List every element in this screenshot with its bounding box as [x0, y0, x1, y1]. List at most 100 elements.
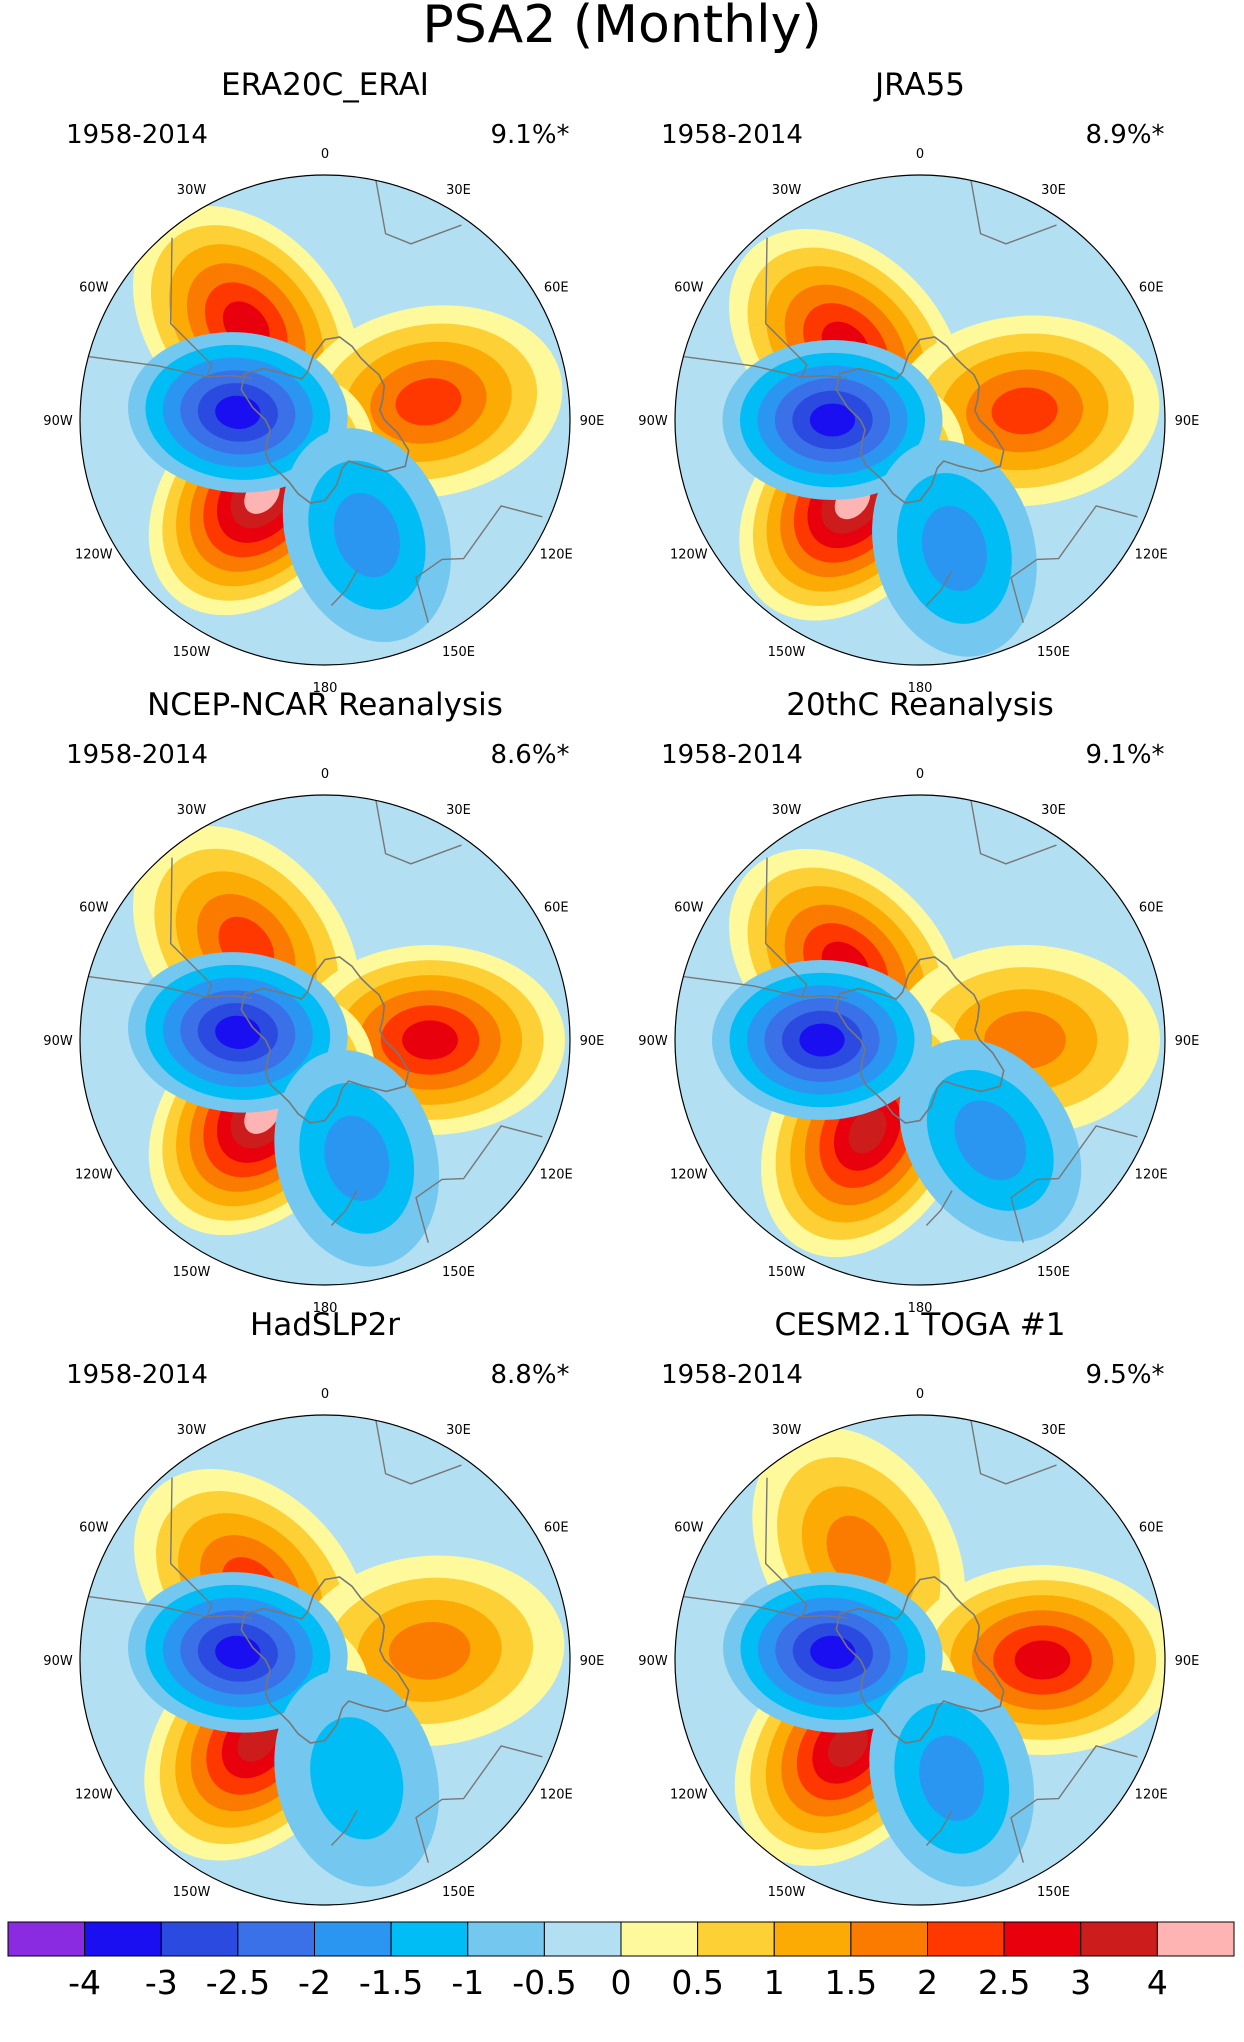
- colorbar-label: 1.5: [825, 1963, 877, 2002]
- map-panel: 0 30E 60E 90E 120E 150E 180 150W 120W 90W 60W 30W 20…: [638, 687, 1199, 1316]
- period-label: 1958-2014: [66, 740, 208, 770]
- longitude-label: 0: [321, 147, 329, 162]
- contour-band: [402, 1020, 458, 1060]
- panel-title: HadSLP2r: [250, 1307, 400, 1343]
- variance-label: 9.1%*: [490, 120, 569, 150]
- contour-field: [80, 1415, 570, 1905]
- longitude-label: 0: [321, 767, 329, 782]
- period-label: 1958-2014: [66, 120, 208, 150]
- longitude-label: 120W: [670, 548, 708, 563]
- period-label: 1958-2014: [661, 1360, 803, 1390]
- australia-coastline: [1010, 505, 1138, 623]
- colorbar-swatch: [697, 1921, 775, 1957]
- colorbar-swatch: [1156, 1921, 1235, 1957]
- map-panel: 030E60E90E120E150E180150W120W90W60W30WCE…: [638, 1307, 1199, 1936]
- africa-coastline: [375, 800, 462, 865]
- low-anomaly: [128, 332, 348, 493]
- longitude-label: 30E: [446, 803, 471, 818]
- colorbar-swatch: [7, 1921, 86, 1957]
- colorbar-label: -2: [298, 1963, 331, 2002]
- new-zealand-coastline: [330, 570, 358, 606]
- colorbar-swatch: [160, 1921, 239, 1957]
- south-america-coastline: [683, 1477, 808, 1618]
- longitude-label: 90W: [43, 1654, 73, 1669]
- longitude-label: 150W: [173, 1885, 211, 1900]
- africa-coastline: [970, 180, 1057, 245]
- panels: 0 30E 60E 90E 120E 150E 180 150W 120W 90W 60W 30W ER…: [43, 67, 1199, 1936]
- new-zealand-coastline: [925, 1190, 953, 1226]
- low-anomaly: [128, 1572, 348, 1733]
- antarctica-coastline: [835, 336, 1005, 504]
- map-panel: 0 30E 60E 90E 120E 150E 180 150W 120W 90W 60W 30W ER…: [43, 67, 604, 696]
- longitude-label: 180: [908, 681, 933, 696]
- longitude-label: 150W: [768, 1265, 806, 1280]
- main-title: PSA2 (Monthly): [422, 0, 821, 55]
- period-label: 1958-2014: [661, 120, 803, 150]
- colorbar-swatch: [773, 1921, 852, 1957]
- contour-band: [921, 505, 987, 592]
- colorbar-swatch: [237, 1921, 316, 1957]
- new-zealand-coastline: [330, 1190, 358, 1226]
- longitude-label: 60E: [1139, 1521, 1164, 1536]
- longitude-label: 60E: [544, 901, 569, 916]
- colorbar-label: 0: [611, 1963, 632, 2002]
- variance-label: 8.6%*: [490, 740, 569, 770]
- low-anomaly: [282, 428, 451, 643]
- map-rim: [674, 174, 1166, 666]
- peninsula-coastline: [801, 374, 848, 379]
- contour-band: [799, 1023, 845, 1057]
- africa-coastline: [375, 180, 462, 245]
- contour-band: [1014, 1640, 1071, 1680]
- south-america-coastline: [88, 1477, 213, 1618]
- australia-coastline: [415, 1745, 543, 1863]
- map-panel: 0 30E 60E 90E 120E 150E 180 150W 120W 90W 60W 30W JR…: [638, 67, 1199, 696]
- variance-label: 8.9%*: [1085, 120, 1164, 150]
- longitude-label: 120E: [1135, 1788, 1168, 1803]
- longitude-label: 90E: [580, 1654, 605, 1669]
- colorbar-label: -3: [145, 1963, 178, 2002]
- longitude-label: 120W: [670, 1168, 708, 1183]
- australia-coastline: [1010, 1125, 1138, 1243]
- australia-coastline: [415, 505, 543, 623]
- new-zealand-coastline: [330, 1810, 358, 1846]
- variance-label: 8.8%*: [490, 1360, 569, 1390]
- contour-field: [675, 175, 1165, 665]
- colorbar-label: 0.5: [671, 1963, 723, 2002]
- period-label: 1958-2014: [661, 740, 803, 770]
- antarctica-coastline: [240, 336, 410, 504]
- low-anomaly: [722, 340, 943, 500]
- longitude-label: 90E: [1175, 414, 1200, 429]
- colorbar: -4 -3 -2.5 -2 -1.5 -1 -0.5 0 0.5 1 1.5 2 2.5 3 4: [7, 1921, 1235, 2002]
- antarctica-coastline: [835, 1576, 1005, 1744]
- contour-band: [848, 1108, 887, 1154]
- longitude-label: 30E: [446, 183, 471, 198]
- panel-title: 20thC Reanalysis: [786, 687, 1053, 723]
- antarctica-coastline: [835, 956, 1005, 1124]
- longitude-label: 60W: [79, 281, 109, 296]
- longitude-label: 0: [916, 1387, 924, 1402]
- colorbar-swatch: [314, 1921, 392, 1957]
- panel-title: JRA55: [873, 67, 965, 103]
- south-america-coastline: [683, 237, 808, 378]
- longitude-label: 120E: [540, 1168, 573, 1183]
- low-anomaly: [128, 952, 348, 1113]
- longitude-label: 90W: [43, 1034, 73, 1049]
- colorbar-label: -1: [451, 1963, 484, 2002]
- map-rim: [79, 174, 571, 666]
- new-zealand-coastline: [925, 1810, 953, 1846]
- contour-band: [395, 378, 462, 426]
- panel-title: CESM2.1 TOGA #1: [775, 1307, 1066, 1343]
- longitude-label: 120W: [75, 548, 113, 563]
- contour-band: [827, 1724, 869, 1768]
- peninsula-coastline: [206, 1614, 253, 1619]
- longitude-label: 30W: [177, 183, 207, 198]
- peninsula-coastline: [206, 374, 253, 379]
- contour-band: [333, 492, 401, 578]
- longitude-label: 150W: [768, 1885, 806, 1900]
- longitude-label: 0: [916, 767, 924, 782]
- longitude-label: 150W: [173, 645, 211, 660]
- longitude-label: 30W: [177, 1423, 207, 1438]
- colorbar-swatch: [620, 1921, 699, 1957]
- longitude-label: 150E: [1037, 1885, 1070, 1900]
- low-anomaly: [872, 440, 1037, 657]
